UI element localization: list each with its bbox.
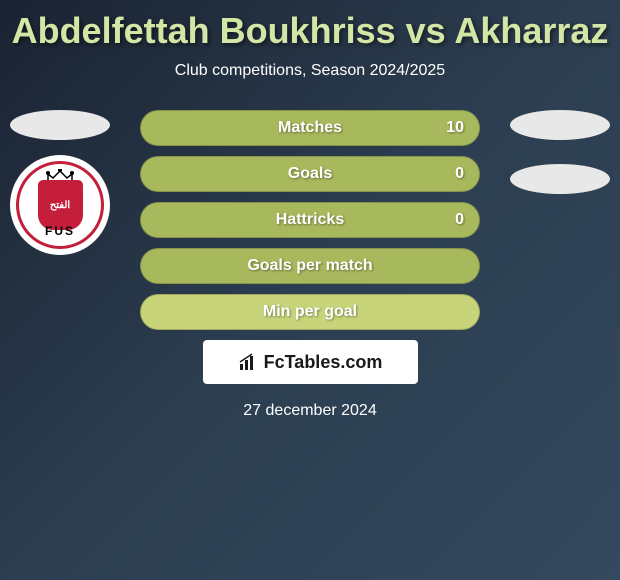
player-left-column: الفتح FUS	[10, 110, 110, 255]
player-right-silhouette-1	[510, 110, 610, 140]
stat-bar-hattricks: Hattricks 0	[140, 202, 480, 238]
date-text: 27 december 2024	[0, 402, 620, 420]
stat-label: Goals	[288, 165, 332, 183]
stat-label: Matches	[278, 119, 342, 137]
club-logo-inner: الفتح FUS	[16, 161, 104, 249]
club-abbreviation: FUS	[45, 224, 75, 238]
content-area: الفتح FUS Matches 10 Goals 0 Hattricks 0…	[0, 110, 620, 420]
season-subtitle: Club competitions, Season 2024/2025	[0, 62, 620, 80]
club-logo-left: الفتح FUS	[10, 155, 110, 255]
player-left-silhouette	[10, 110, 110, 140]
stat-value: 0	[455, 211, 464, 229]
brand-text: FcTables.com	[264, 352, 383, 373]
player-right-silhouette-2	[510, 164, 610, 194]
stats-container: Matches 10 Goals 0 Hattricks 0 Goals per…	[140, 110, 480, 330]
stat-bar-goals-per-match: Goals per match	[140, 248, 480, 284]
club-shield: الفتح	[38, 180, 83, 230]
comparison-title: Abdelfettah Boukhriss vs Akharraz	[0, 0, 620, 52]
stat-label: Hattricks	[276, 211, 344, 229]
stat-label: Min per goal	[263, 303, 357, 321]
club-shield-text: الفتح	[50, 200, 70, 211]
stat-bar-matches: Matches 10	[140, 110, 480, 146]
chart-icon	[238, 352, 258, 372]
stat-value: 10	[446, 119, 464, 137]
brand-box: FcTables.com	[203, 340, 418, 384]
player-right-column	[510, 110, 610, 194]
stat-bar-goals: Goals 0	[140, 156, 480, 192]
stat-label: Goals per match	[247, 257, 372, 275]
stat-bar-min-per-goal: Min per goal	[140, 294, 480, 330]
stat-value: 0	[455, 165, 464, 183]
